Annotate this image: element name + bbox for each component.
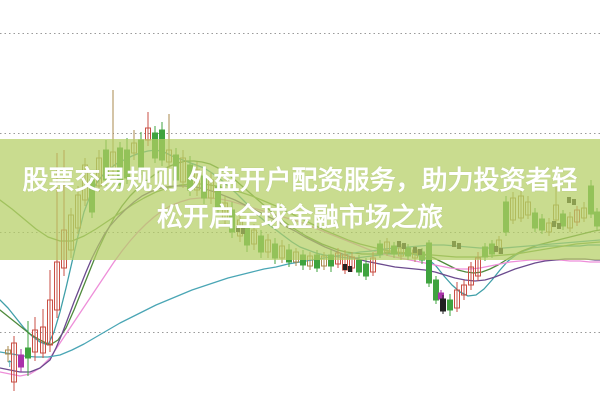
candle-body bbox=[300, 254, 306, 266]
candle-body bbox=[405, 247, 411, 257]
candle-body bbox=[32, 329, 38, 353]
signal-flag bbox=[397, 241, 401, 247]
candle-body bbox=[433, 279, 439, 301]
signal-flag bbox=[241, 228, 245, 234]
candle-body bbox=[89, 179, 95, 213]
candle-body bbox=[244, 225, 250, 246]
candle-body bbox=[138, 139, 144, 171]
candle-body bbox=[54, 261, 60, 311]
candle-body bbox=[594, 211, 600, 227]
candle-body bbox=[447, 299, 453, 311]
candle-body bbox=[40, 326, 46, 354]
candle-body bbox=[201, 175, 207, 199]
signal-flag bbox=[402, 243, 406, 249]
candle-body bbox=[489, 243, 495, 255]
ma-pink bbox=[0, 197, 600, 377]
candle-body bbox=[159, 129, 165, 161]
signal-flag bbox=[413, 247, 417, 253]
candle-body bbox=[286, 249, 292, 263]
candle-body bbox=[356, 259, 362, 273]
candle-body bbox=[363, 263, 369, 277]
candle-body bbox=[258, 235, 264, 253]
candle-body bbox=[103, 149, 109, 181]
signal-flag bbox=[343, 264, 347, 270]
signal-flag bbox=[557, 223, 561, 229]
up-arrow-marker: ↑ bbox=[6, 360, 14, 370]
candle-body bbox=[588, 185, 594, 215]
candle-body bbox=[173, 154, 179, 181]
candle-body bbox=[314, 254, 320, 269]
signal-flag bbox=[567, 197, 571, 203]
candle-body bbox=[539, 218, 545, 231]
signal-flag bbox=[457, 243, 461, 249]
candle-body bbox=[124, 149, 130, 179]
candle-body bbox=[18, 354, 24, 368]
candle-body bbox=[25, 347, 31, 359]
candle-body bbox=[152, 132, 158, 159]
candle-body bbox=[11, 342, 17, 383]
signal-flag bbox=[552, 221, 556, 227]
signal-flag bbox=[348, 266, 352, 272]
candle-body bbox=[560, 213, 566, 227]
candle-body bbox=[461, 284, 467, 296]
candle-body bbox=[328, 254, 334, 267]
candle-body bbox=[229, 209, 235, 233]
candle-body bbox=[440, 298, 446, 312]
candle-body bbox=[5, 349, 11, 355]
signal-flag bbox=[494, 246, 498, 252]
candle-body bbox=[482, 246, 488, 258]
candle-body bbox=[215, 185, 221, 209]
candle-body bbox=[47, 299, 53, 346]
candle-body bbox=[532, 212, 538, 229]
candle-body bbox=[272, 243, 278, 259]
candle-body bbox=[377, 243, 383, 255]
candle-body bbox=[426, 242, 432, 284]
signal-flag bbox=[236, 226, 240, 232]
signal-flag bbox=[499, 248, 503, 254]
signal-flag bbox=[452, 241, 456, 247]
signal-flag bbox=[572, 199, 576, 205]
candle-body bbox=[468, 266, 474, 286]
candle-body bbox=[391, 245, 397, 255]
candle-body bbox=[454, 289, 460, 309]
candle-body bbox=[187, 164, 193, 191]
signal-flag bbox=[418, 249, 422, 255]
candle-body bbox=[503, 201, 509, 233]
candle-body bbox=[117, 147, 123, 186]
